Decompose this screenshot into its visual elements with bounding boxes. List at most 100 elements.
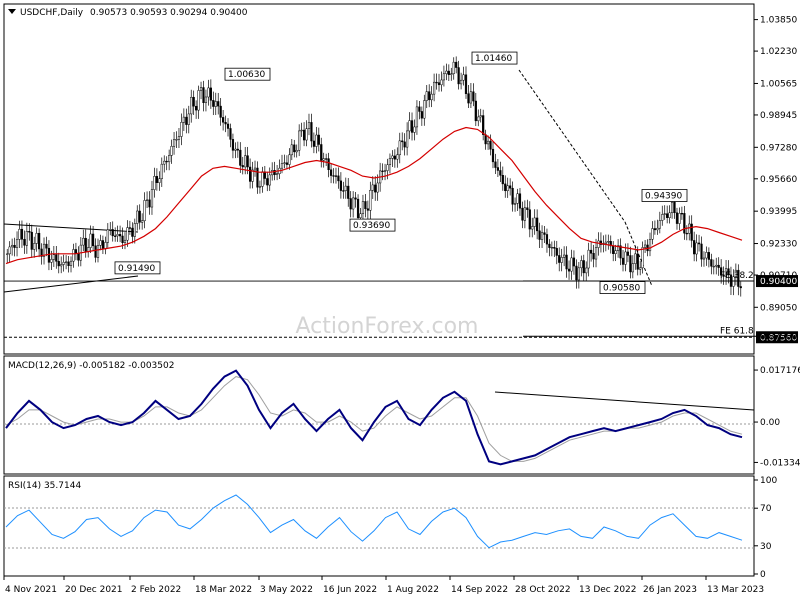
- time-tick-label: 3 May 2022: [260, 585, 313, 595]
- candle-body: [266, 178, 269, 186]
- candle-body: [614, 250, 617, 254]
- candle-body: [440, 79, 443, 86]
- candle-body: [182, 116, 185, 123]
- candle-body: [165, 160, 168, 163]
- candle-body: [334, 175, 338, 177]
- candle-body: [710, 259, 713, 267]
- candle-body: [570, 257, 573, 272]
- candle-body: [435, 81, 438, 84]
- candle-body: [425, 91, 428, 101]
- price-panel-frame: [3, 3, 755, 355]
- candle-body: [705, 252, 708, 259]
- candle-body: [288, 154, 291, 165]
- candle-body: [138, 210, 141, 223]
- candle-body: [553, 247, 556, 249]
- candle-body: [177, 136, 181, 140]
- candle-body: [359, 213, 362, 218]
- candle-body: [207, 87, 210, 98]
- macd-divergence-line: [494, 391, 755, 411]
- candle-body: [256, 167, 259, 188]
- moving-average: [5, 126, 743, 265]
- candle-body: [563, 254, 566, 258]
- candle-body: [145, 199, 149, 201]
- candle-body: [724, 268, 728, 277]
- triangle-upper-line: [3, 223, 139, 233]
- candle-body: [160, 163, 163, 179]
- candle-body: [688, 223, 691, 234]
- annotation-box: [114, 261, 161, 275]
- candle-body: [643, 244, 647, 248]
- candle-body: [96, 245, 100, 258]
- candle-body: [717, 264, 720, 268]
- candle-body: [401, 140, 404, 143]
- candle-body: [64, 261, 68, 263]
- candle-body: [280, 163, 284, 169]
- projection-base-line: [624, 221, 653, 287]
- candle-body: [99, 240, 102, 246]
- candle-body: [128, 227, 132, 229]
- candle-body: [187, 113, 190, 125]
- candle-body: [558, 255, 561, 263]
- candle-body: [248, 166, 252, 182]
- candle-body: [295, 150, 298, 153]
- candle-body: [150, 189, 154, 208]
- candle-body: [464, 74, 468, 94]
- candle-body: [349, 198, 352, 210]
- candle-body: [661, 214, 664, 221]
- candle-body: [582, 260, 585, 274]
- candle-body: [30, 231, 33, 250]
- candle-body: [62, 261, 65, 265]
- candle-body: [153, 176, 156, 190]
- annotation-box: [599, 281, 646, 294]
- candle-body: [77, 253, 80, 261]
- candle-body: [89, 233, 92, 248]
- candle-body: [67, 261, 70, 266]
- candle-body: [555, 248, 558, 256]
- candle-body: [332, 175, 335, 177]
- candle-body: [501, 175, 504, 185]
- candle-body: [185, 116, 188, 125]
- candle-body: [126, 227, 129, 241]
- candle-body: [621, 257, 625, 265]
- candle-body: [580, 260, 583, 269]
- candle-body: [685, 232, 688, 235]
- candle-body: [462, 74, 465, 81]
- candle-body: [452, 61, 455, 75]
- candle-body: [50, 259, 53, 263]
- candle-body: [590, 249, 593, 254]
- candle-body: [261, 171, 264, 187]
- candle-body: [25, 231, 28, 246]
- annotation-box: [641, 189, 688, 202]
- fib-label: FE 61.8: [720, 326, 754, 336]
- candle-body: [47, 247, 51, 263]
- candle-body: [513, 203, 517, 205]
- candle-body: [352, 197, 355, 210]
- candle-body: [536, 217, 539, 232]
- candle-body: [715, 264, 718, 267]
- candle-body: [607, 241, 610, 243]
- candle-body: [653, 228, 657, 231]
- candle-body: [496, 167, 500, 171]
- candle-body: [364, 201, 367, 209]
- candle-body: [587, 249, 590, 269]
- candle-body: [371, 184, 374, 191]
- price-tick-label: 0.92330: [760, 240, 797, 250]
- candle-body: [197, 90, 200, 111]
- candle-body: [477, 116, 480, 122]
- dropdown-triangle-icon: [8, 9, 16, 14]
- price-tick-label: 0.89050: [760, 303, 797, 313]
- candle-body: [612, 245, 615, 254]
- candle-body: [550, 247, 553, 249]
- candle-body: [543, 232, 546, 235]
- candle-body: [560, 257, 563, 263]
- candle-body: [489, 140, 492, 150]
- price-tick-label: 1.02230: [760, 47, 797, 57]
- candle-body: [658, 220, 661, 229]
- candle-body: [393, 155, 396, 160]
- candle-body: [60, 264, 63, 267]
- candle-body: [136, 210, 139, 224]
- candle-body: [474, 100, 477, 122]
- candle-body: [28, 231, 31, 233]
- candle-body: [35, 232, 38, 244]
- price-tick-label: 0.98945: [760, 111, 797, 121]
